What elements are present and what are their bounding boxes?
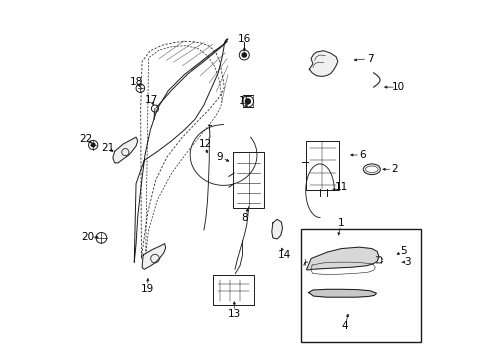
- Text: 6: 6: [360, 150, 366, 160]
- FancyBboxPatch shape: [233, 152, 264, 208]
- Ellipse shape: [366, 166, 378, 172]
- Text: 14: 14: [278, 250, 291, 260]
- Ellipse shape: [363, 164, 380, 175]
- Text: 3: 3: [404, 257, 411, 267]
- Polygon shape: [113, 137, 138, 163]
- Text: 13: 13: [228, 309, 241, 319]
- Text: 5: 5: [401, 247, 407, 256]
- FancyBboxPatch shape: [213, 275, 254, 305]
- FancyBboxPatch shape: [306, 141, 339, 190]
- FancyBboxPatch shape: [301, 229, 421, 342]
- Circle shape: [245, 99, 250, 104]
- Polygon shape: [309, 289, 376, 297]
- Text: 19: 19: [141, 284, 154, 294]
- Text: 17: 17: [145, 95, 158, 105]
- Text: 21: 21: [101, 143, 114, 153]
- Circle shape: [242, 53, 246, 57]
- Text: 12: 12: [199, 139, 212, 149]
- Text: 15: 15: [238, 96, 252, 107]
- Text: 7: 7: [367, 54, 373, 64]
- Polygon shape: [142, 244, 166, 269]
- Text: 18: 18: [130, 77, 143, 87]
- Text: 10: 10: [392, 82, 405, 92]
- Text: 2: 2: [392, 164, 398, 174]
- Text: 22: 22: [79, 134, 93, 144]
- Text: 16: 16: [238, 34, 251, 44]
- Text: 11: 11: [335, 182, 348, 192]
- Text: 1: 1: [338, 218, 345, 228]
- Text: 9: 9: [217, 152, 223, 162]
- Polygon shape: [306, 247, 379, 270]
- Polygon shape: [309, 51, 338, 76]
- Polygon shape: [272, 219, 283, 239]
- Text: 8: 8: [242, 212, 248, 222]
- Text: 4: 4: [342, 321, 348, 332]
- Circle shape: [92, 143, 95, 147]
- Text: 20: 20: [81, 232, 95, 242]
